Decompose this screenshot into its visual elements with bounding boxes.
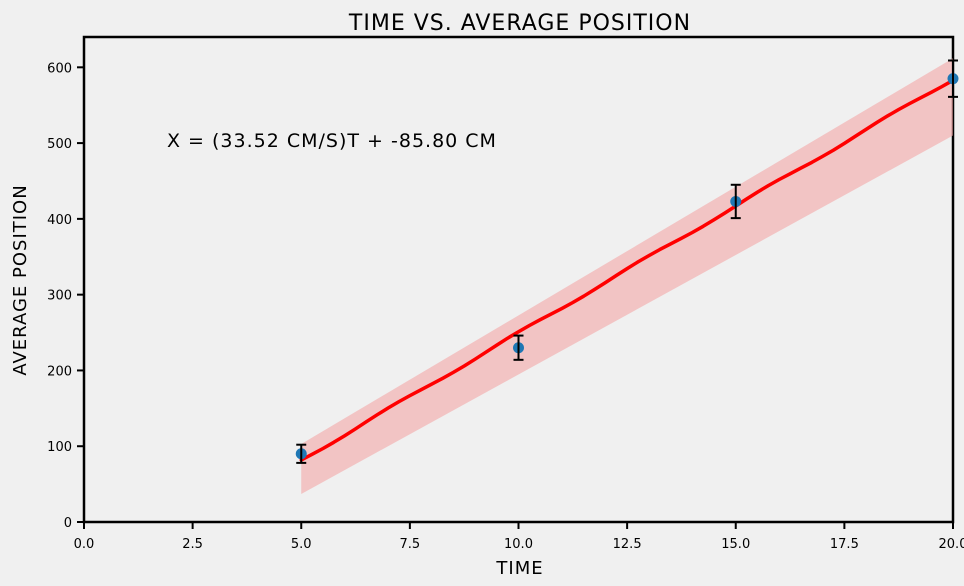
x-tick-label: 0.0	[74, 537, 95, 552]
plot-area	[82, 35, 955, 524]
fit-equation-annotation: X = (33.52 CM/S)T + -85.80 CM	[167, 130, 497, 152]
fit-line	[299, 78, 955, 462]
y-tick-label: 600	[47, 61, 72, 76]
chart-title: TIME VS. AVERAGE POSITION	[348, 11, 691, 36]
x-tick-label: 12.5	[613, 537, 642, 552]
y-tick-label: 500	[47, 137, 72, 152]
x-tick-label: 20.0	[939, 537, 964, 552]
x-tick-label: 2.5	[182, 537, 203, 552]
x-tick-label: 7.5	[400, 537, 421, 552]
y-axis-label: AVERAGE POSITION	[10, 184, 31, 375]
x-axis-label: TIME	[495, 558, 543, 579]
x-tick-label: 10.0	[504, 537, 533, 552]
y-tick-label: 200	[47, 364, 72, 379]
x-tick-label: 17.5	[830, 537, 859, 552]
y-tick-label: 100	[47, 440, 72, 455]
x-tick-label: 15.0	[721, 537, 750, 552]
y-tick-label: 400	[47, 213, 72, 228]
x-tick-label: 5.0	[291, 537, 312, 552]
y-tick-label: 300	[47, 289, 72, 304]
confidence-band	[301, 58, 953, 494]
y-tick-label: 0	[64, 516, 72, 531]
